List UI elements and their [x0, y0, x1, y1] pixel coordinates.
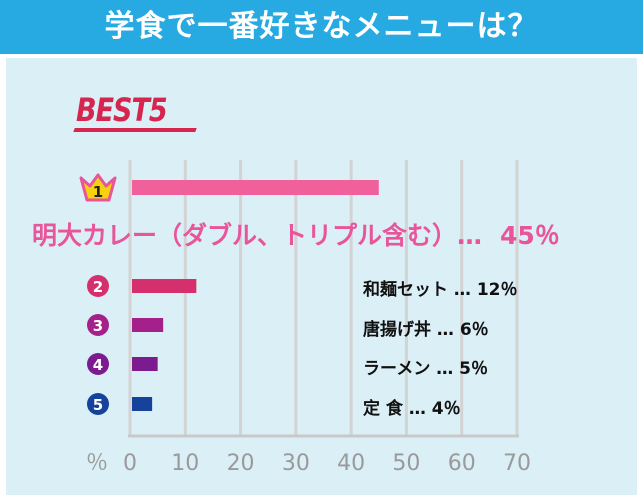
rank-5-badge-icon [87, 393, 109, 415]
x-tick-label: 70 [503, 451, 531, 476]
x-tick-label: 30 [282, 451, 310, 476]
rank-2-badge-icon [87, 275, 109, 297]
rank-3-badge-icon [87, 314, 109, 336]
item-label-5: 定 食 … 4％ [363, 399, 461, 419]
rank-3-number: 3 [93, 317, 103, 335]
x-axis-unit: ％ [86, 451, 108, 476]
header-bar: 学食で一番好きなメニューは？ [0, 0, 643, 54]
rank-2-number: 2 [93, 278, 103, 296]
bar [132, 279, 197, 293]
item-label-3: 唐揚げ丼 … 6％ [363, 320, 489, 340]
top-item-name: 明大カレー（ダブル、トリプル含む）… [32, 221, 483, 250]
bar [132, 180, 379, 195]
bar [132, 397, 153, 411]
x-tick-label: 20 [227, 451, 255, 476]
x-tick-label: 0 [123, 451, 137, 476]
x-tick-label: 60 [448, 451, 476, 476]
rank-4-badge-icon [87, 353, 109, 375]
bar [132, 357, 158, 371]
bar [132, 318, 164, 332]
top-item-label: 明大カレー（ダブル、トリプル含む）… 45％ [32, 216, 560, 252]
rank-5-number: 5 [93, 396, 103, 414]
rank-1-number: 1 [93, 183, 103, 201]
rank-4-number: 4 [93, 356, 103, 374]
x-tick-label: 10 [171, 451, 199, 476]
page-title: 学食で一番好きなメニューは？ [104, 9, 539, 44]
top-item-pct: 45％ [500, 221, 560, 250]
item-label-4: ラーメン … 5％ [363, 359, 488, 379]
best5-badge: BEST5 [76, 92, 168, 130]
crown-icon [79, 173, 117, 202]
x-tick-label: 40 [337, 451, 365, 476]
item-label-2: 和麺セット … 12％ [363, 280, 518, 300]
x-tick-label: 50 [392, 451, 420, 476]
